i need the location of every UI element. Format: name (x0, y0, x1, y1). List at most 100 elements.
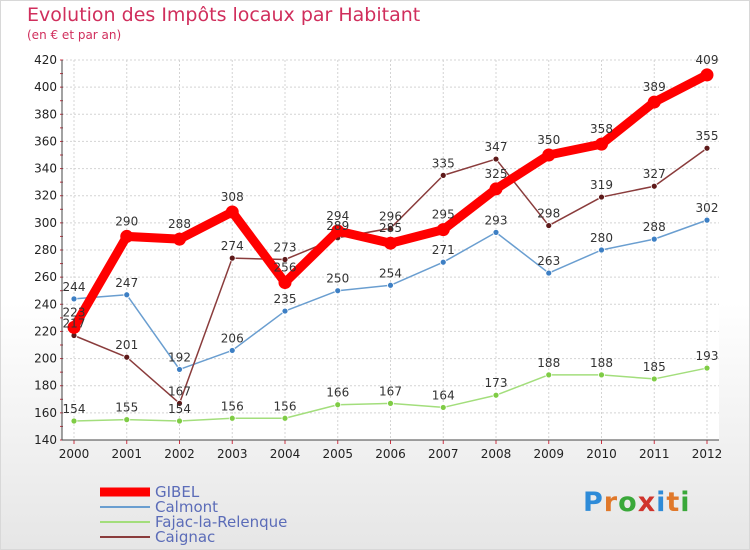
legend: GIBEL Calmont Fajac-la-Relenque Caignac (100, 483, 288, 545)
y-tick-label: 160 (34, 406, 57, 420)
logo-letter: i (680, 487, 691, 518)
legend-item-fajac-la-relenque: Fajac-la-Relenque (100, 513, 288, 531)
data-label-calmont: 192 (168, 350, 191, 364)
x-tick-label: 2000 (59, 447, 90, 461)
data-labels: 244 247 192 206 235 250 254 271 293 263 280 288 302 1… (63, 53, 719, 416)
legend-swatch-caignac (100, 535, 150, 538)
data-point-fajac-la-relenque (703, 364, 711, 372)
data-label-caignac: 167 (168, 384, 191, 398)
logo-letter: r (603, 487, 619, 518)
data-point-fajac-la-relenque (598, 371, 605, 379)
data-point-caignac (228, 254, 236, 262)
data-label-calmont: 206 (221, 331, 244, 345)
data-label-caignac: 274 (221, 239, 244, 253)
data-label-gibel: 409 (696, 53, 719, 67)
x-tick-label: 2010 (586, 447, 617, 461)
data-point-gibel (67, 320, 81, 334)
x-tick-label: 2006 (375, 447, 406, 461)
data-label-caignac: 319 (590, 178, 613, 192)
series-layer (67, 68, 714, 425)
data-label-gibel: 389 (643, 80, 666, 94)
data-label-gibel: 350 (537, 133, 560, 147)
data-label-fajac-la-relenque: 154 (63, 402, 86, 416)
x-tick-label: 2005 (322, 447, 353, 461)
data-label-calmont: 235 (274, 292, 297, 306)
x-tick-label: 2003 (217, 447, 248, 461)
data-point-calmont (439, 258, 447, 266)
data-point-gibel (489, 182, 503, 196)
data-label-calmont: 288 (643, 220, 666, 234)
y-tick-label: 360 (34, 134, 57, 148)
data-point-gibel (647, 95, 661, 109)
y-tick-label: 180 (34, 379, 57, 393)
data-label-caignac: 327 (643, 167, 666, 181)
x-tick-label: 2012 (692, 447, 723, 461)
data-label-fajac-la-relenque: 156 (274, 399, 297, 413)
data-label-fajac-la-relenque: 173 (485, 376, 508, 390)
data-label-gibel: 358 (590, 122, 613, 136)
data-label-calmont: 250 (326, 272, 349, 286)
data-label-fajac-la-relenque: 188 (537, 356, 560, 370)
data-label-caignac: 347 (485, 140, 508, 154)
data-label-gibel: 288 (168, 217, 191, 231)
data-point-fajac-la-relenque (439, 404, 447, 411)
logo-letter: i (656, 487, 667, 518)
data-point-caignac (598, 193, 605, 201)
data-point-gibel (278, 276, 292, 290)
y-tick-label: 420 (34, 53, 57, 67)
x-tick-label: 2007 (428, 447, 459, 461)
data-label-calmont: 302 (696, 201, 719, 215)
data-point-calmont (545, 269, 553, 277)
data-label-calmont: 247 (115, 276, 138, 290)
legend-label-calmont: Calmont (155, 498, 219, 516)
y-tick-label: 300 (34, 216, 57, 230)
data-label-calmont: 263 (537, 254, 560, 268)
data-point-fajac-la-relenque (70, 417, 78, 425)
data-label-calmont: 280 (590, 231, 613, 245)
data-label-caignac: 298 (537, 207, 560, 221)
data-label-gibel: 223 (63, 305, 86, 319)
y-tick-label: 400 (34, 80, 57, 94)
y-tick-label: 200 (34, 352, 57, 366)
data-point-calmont (123, 291, 131, 299)
data-point-fajac-la-relenque (545, 371, 553, 379)
x-tick-label: 2008 (481, 447, 512, 461)
legend-swatch-gibel (100, 487, 150, 496)
logo-letter: P (583, 487, 604, 518)
data-point-caignac (281, 256, 289, 263)
logo-letter: t (666, 487, 681, 518)
data-point-gibel (331, 224, 345, 238)
data-point-caignac (650, 182, 658, 190)
legend-label-fajac-la-relenque: Fajac-la-Relenque (155, 513, 288, 531)
legend-swatch-calmont (100, 505, 150, 508)
data-point-calmont (281, 307, 289, 315)
data-label-calmont: 293 (485, 213, 508, 227)
data-label-fajac-la-relenque: 167 (379, 384, 402, 398)
data-point-gibel (700, 68, 714, 82)
data-label-calmont: 271 (432, 243, 455, 257)
data-label-calmont: 254 (379, 266, 402, 280)
data-label-fajac-la-relenque: 193 (696, 349, 719, 363)
data-point-fajac-la-relenque (228, 414, 236, 422)
data-point-gibel (120, 229, 134, 243)
data-point-caignac (387, 224, 394, 232)
data-point-gibel (384, 236, 397, 250)
series-calmont (70, 216, 711, 373)
data-point-calmont (176, 366, 183, 373)
data-point-fajac-la-relenque (650, 375, 658, 383)
data-point-calmont (334, 287, 342, 295)
y-tick-label: 240 (34, 297, 57, 311)
data-label-caignac: 201 (115, 338, 138, 352)
x-tick-label: 2011 (639, 447, 670, 461)
data-label-gibel: 294 (326, 209, 349, 223)
legend-item-gibel: GIBEL (100, 483, 287, 501)
data-point-gibel (225, 205, 239, 219)
data-point-fajac-la-relenque (492, 391, 500, 399)
x-tick-label: 2004 (270, 447, 301, 461)
data-point-calmont (70, 295, 78, 303)
data-point-calmont (492, 228, 500, 236)
data-point-gibel (595, 137, 608, 151)
legend-item-calmont: Calmont (100, 498, 287, 516)
legend-label-gibel: GIBEL (155, 483, 200, 501)
